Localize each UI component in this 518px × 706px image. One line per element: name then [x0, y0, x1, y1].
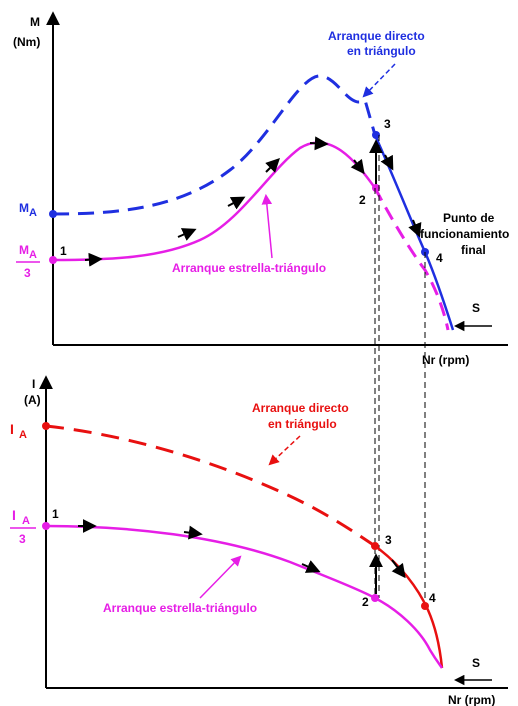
torque-arrow-g [380, 154, 394, 171]
torque-point-3-label: 3 [384, 117, 391, 131]
direct-current-label-2: en triángulo [268, 417, 337, 431]
current-ia-point [42, 422, 50, 430]
direct-torque-label-1: Arranque directo [328, 29, 425, 43]
final-point-label-2: funcionamiento [420, 227, 509, 241]
direct-torque-pointer [362, 63, 396, 98]
current-point-1-label: 1 [52, 507, 59, 521]
torque-chart: M (Nm) Nr (rpm) M A M A 3 1 2 [13, 11, 509, 367]
direct-current-curve-solid [374, 544, 444, 669]
ia3-den: 3 [19, 532, 26, 546]
star-delta-current-curve [45, 524, 444, 669]
torque-point-2-label: 2 [359, 193, 366, 207]
current-point-1 [42, 522, 50, 530]
torque-point-1-label: 1 [60, 244, 67, 258]
direct-current-pointer [268, 435, 301, 466]
current-y-label: I [32, 377, 35, 391]
torque-point-4-label: 4 [436, 251, 443, 265]
torque-arrow-c [227, 196, 246, 210]
star-delta-torque-label: Arranque estrella-triángulo [172, 261, 326, 275]
current-arrow-d [391, 559, 406, 579]
torque-y-unit: (Nm) [13, 35, 40, 49]
ma-label: M [19, 201, 29, 215]
torque-arrow-f [350, 158, 365, 175]
current-point-4 [421, 602, 429, 610]
star-delta-current-pointer [199, 555, 242, 599]
ma-sub: A [29, 207, 37, 219]
ia3-sub: A [22, 515, 30, 527]
current-y-unit: (A) [24, 393, 41, 407]
current-x-label: Nr (rpm) [448, 693, 495, 706]
torque-arrow-h [408, 219, 422, 238]
ma3-sub: A [29, 249, 37, 261]
torque-arrow-b [177, 228, 197, 241]
current-slip-label: S [472, 656, 480, 670]
current-point-2-label: 2 [362, 595, 369, 609]
ma3-den: 3 [24, 266, 31, 280]
direct-torque-label-2: en triángulo [347, 44, 416, 58]
star-delta-torque-curve [52, 141, 377, 262]
current-arrow-c [301, 560, 321, 573]
star-delta-torque-pointer [261, 193, 273, 259]
torque-arrow-d [265, 158, 280, 173]
torque-arrow-a [84, 252, 103, 267]
torque-point-3 [372, 131, 380, 139]
ia-label: I [10, 421, 14, 437]
torque-y-label: M [30, 15, 40, 29]
current-point-3-label: 3 [385, 533, 392, 547]
star-delta-current-label: Arranque estrella-triángulo [103, 601, 257, 615]
current-point-4-label: 4 [429, 591, 436, 605]
torque-point-1 [49, 256, 57, 264]
direct-torque-curve [52, 74, 377, 216]
current-arrow-b [183, 525, 203, 540]
ia-sub: A [19, 429, 27, 441]
star-delta-torque-dash [373, 187, 450, 331]
torque-slip-label: S [472, 301, 480, 315]
final-point-label-3: final [461, 243, 486, 257]
direct-current-curve [45, 424, 376, 548]
torque-point-2 [372, 184, 380, 192]
current-point-3 [371, 542, 379, 550]
ia3-label: I [12, 507, 16, 523]
torque-x-label: Nr (rpm) [422, 353, 469, 367]
torque-arrow-e [309, 136, 329, 151]
current-chart: I (A) Nr (rpm) I A I A 3 1 2 3 4 Arranqu [10, 375, 508, 706]
direct-current-label-1: Arranque directo [252, 401, 349, 415]
current-point-2 [371, 594, 379, 602]
ma3-label: M [19, 243, 29, 257]
torque-ma-point [49, 210, 57, 218]
final-point-label-1: Punto de [443, 211, 495, 225]
